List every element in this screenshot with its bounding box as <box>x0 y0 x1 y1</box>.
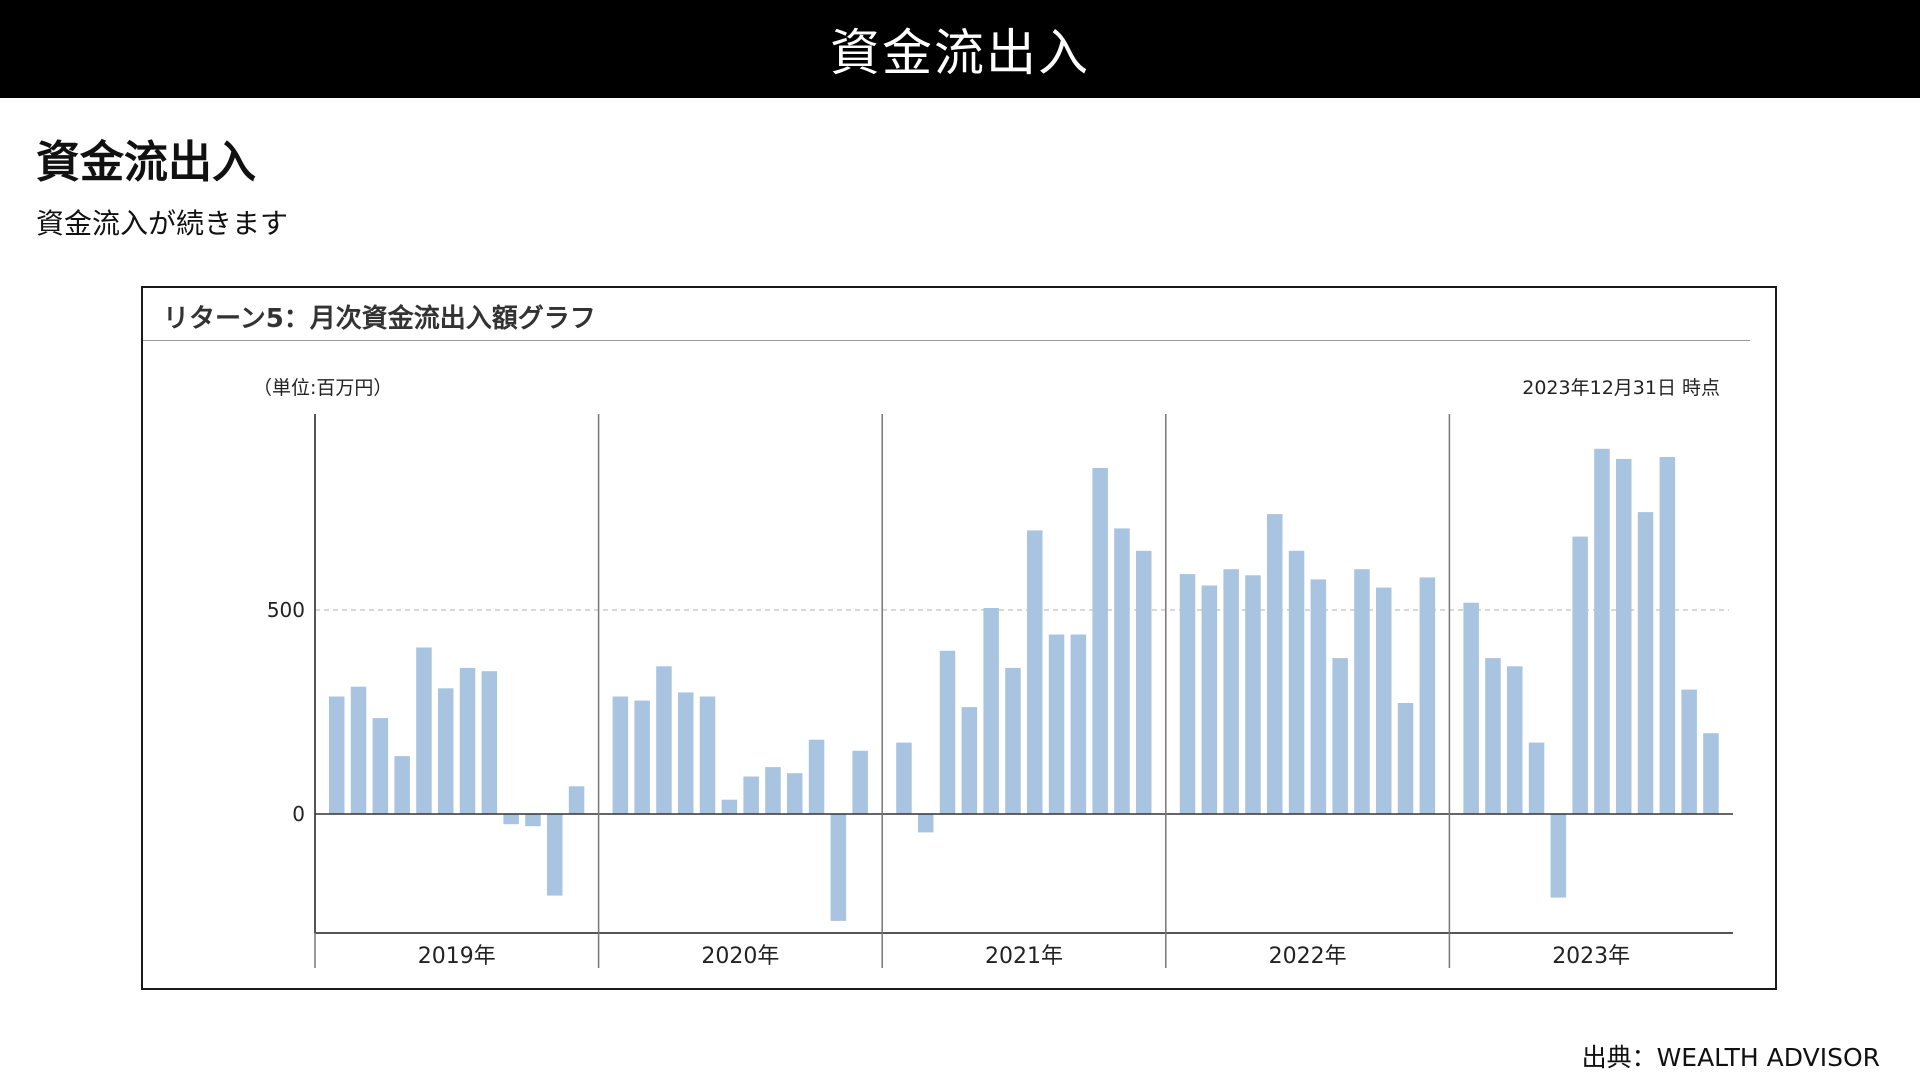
bars-layer <box>329 448 1719 921</box>
bar-2022年-5 <box>1267 514 1283 814</box>
bar-2022年-2 <box>1201 585 1218 814</box>
labels-layer: 0 500 2019年 2020年 2021年 2022年 2023年 <box>267 598 1630 969</box>
bar-2020年-12 <box>852 750 868 814</box>
y-tick-label: 0 <box>292 802 305 826</box>
bar-2020年-8 <box>765 767 781 814</box>
bar-2022年-7 <box>1310 579 1327 814</box>
bar-2021年-12 <box>1136 550 1152 814</box>
page-heading: 資金流出入 <box>36 137 256 188</box>
bar-2022年-1 <box>1179 574 1196 814</box>
bar-2020年-6 <box>721 799 738 814</box>
bar-2019年-2 <box>350 686 367 814</box>
bar-2023年-2 <box>1485 658 1501 814</box>
bar-2020年-1 <box>612 696 629 814</box>
x-group-label: 2023年 <box>1552 944 1630 969</box>
bar-2023年-10 <box>1659 457 1676 814</box>
as-of-label: 2023年12月31日 時点 <box>1522 377 1720 399</box>
bar-2019年-11 <box>547 814 563 896</box>
chart-title: リターン5：月次資金流出入額グラフ <box>163 304 596 334</box>
bar-2019年-9 <box>503 814 519 825</box>
bar-2023年-9 <box>1637 512 1654 814</box>
bar-2020年-9 <box>787 773 803 814</box>
bar-2021年-4 <box>961 707 978 814</box>
chart-frame: リターン5：月次資金流出入額グラフ （単位:百万円） 2023年12月31日 時… <box>141 286 1777 990</box>
bar-2022年-11 <box>1397 703 1414 814</box>
bar-2023年-3 <box>1507 666 1523 814</box>
bar-2023年-5 <box>1550 814 1567 898</box>
bar-2021年-1 <box>896 742 912 814</box>
axis-layer <box>314 414 1733 968</box>
bar-2019年-8 <box>481 671 498 814</box>
bar-2020年-10 <box>808 739 825 814</box>
bar-2023年-7 <box>1594 448 1610 814</box>
source-note: 出典：WEALTH ADVISOR <box>1581 1043 1880 1072</box>
bar-2020年-2 <box>634 700 650 814</box>
page-subtitle: 資金流入が続きます <box>36 207 289 240</box>
bar-2022年-8 <box>1332 658 1348 814</box>
chart-plot: （単位:百万円） 2023年12月31日 時点 0 500 2019年 2020年 20… <box>253 377 1733 969</box>
bar-2019年-6 <box>438 688 454 814</box>
bar-2019年-5 <box>416 647 432 814</box>
bar-2019年-4 <box>394 756 410 814</box>
bar-2020年-4 <box>678 692 694 814</box>
bar-2021年-6 <box>1005 667 1021 814</box>
bar-2021年-10 <box>1092 468 1108 814</box>
bar-2022年-3 <box>1223 569 1239 814</box>
bar-2022年-4 <box>1245 575 1261 814</box>
bar-2020年-11 <box>830 814 847 921</box>
bar-2023年-12 <box>1703 733 1719 814</box>
bar-2021年-9 <box>1070 634 1087 814</box>
bar-2020年-7 <box>743 776 759 814</box>
bar-2022年-9 <box>1354 569 1370 814</box>
unit-label: （単位:百万円） <box>253 377 392 399</box>
bar-2019年-7 <box>459 667 476 814</box>
bar-2023年-8 <box>1616 459 1632 814</box>
bar-2022年-6 <box>1288 550 1305 814</box>
x-group-label: 2021年 <box>985 944 1063 969</box>
bar-2019年-3 <box>372 718 389 814</box>
y-tick-label: 500 <box>267 598 305 622</box>
x-group-label: 2020年 <box>701 944 779 969</box>
bar-2019年-10 <box>525 814 541 827</box>
bar-2019年-1 <box>329 696 345 814</box>
x-group-label: 2022年 <box>1269 944 1347 969</box>
header-bar: 資金流出入 <box>0 0 1920 98</box>
bar-2021年-2 <box>918 814 934 833</box>
bar-2021年-11 <box>1114 528 1130 814</box>
bar-2021年-3 <box>939 650 956 814</box>
bar-2021年-7 <box>1027 530 1043 814</box>
chart-title-divider <box>143 340 1750 341</box>
bar-2023年-4 <box>1528 742 1545 814</box>
bar-2020年-3 <box>656 666 672 814</box>
bar-2023年-6 <box>1572 536 1588 814</box>
header-title: 資金流出入 <box>830 24 1090 82</box>
bar-2023年-1 <box>1463 602 1479 814</box>
bar-2023年-11 <box>1681 689 1697 814</box>
bar-2022年-10 <box>1376 587 1392 814</box>
bar-2019年-12 <box>568 786 585 814</box>
bar-2021年-8 <box>1048 634 1065 814</box>
bar-2021年-5 <box>983 608 999 814</box>
bar-2022年-12 <box>1419 577 1436 814</box>
bar-2020年-5 <box>699 696 716 814</box>
x-group-label: 2019年 <box>418 944 496 969</box>
